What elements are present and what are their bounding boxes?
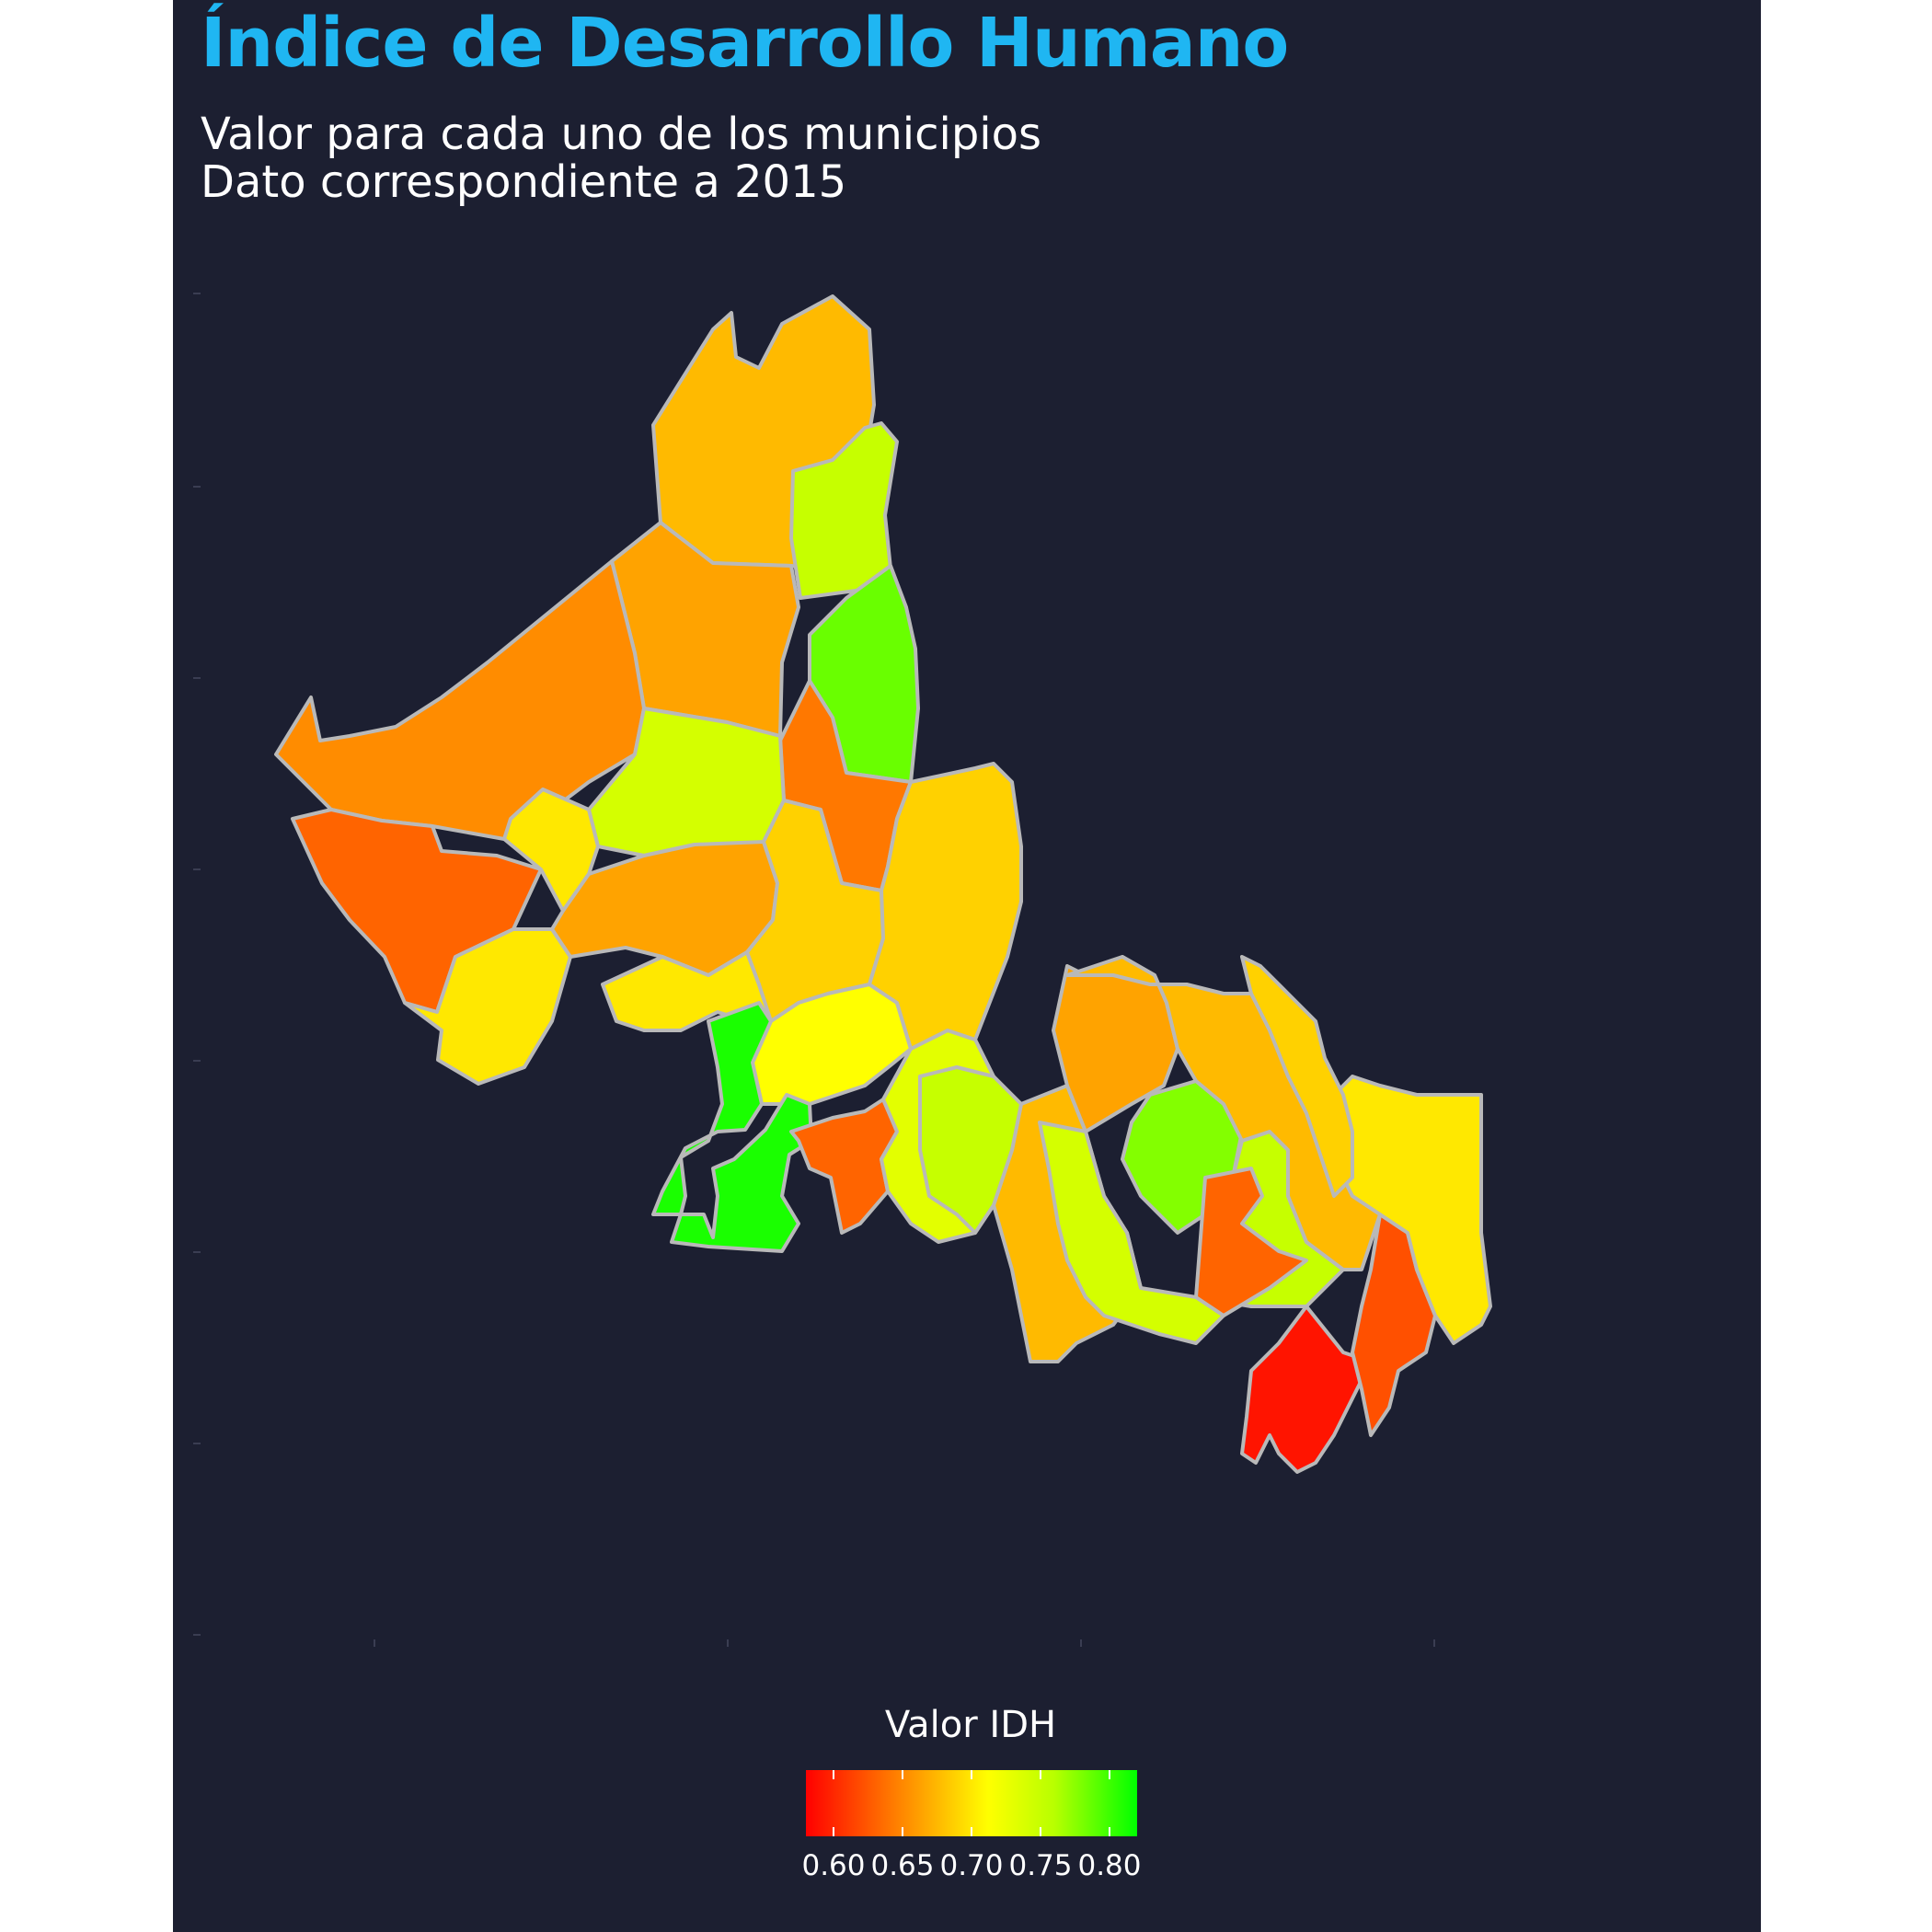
legend-tick (971, 1827, 972, 1836)
chart-subtitle-line-1: Valor para cada uno de los municipios (201, 109, 1041, 160)
legend-tick-label: 0.70 (939, 1849, 1004, 1882)
municipality-region (1240, 955, 1354, 1198)
axis-tick (193, 1634, 201, 1636)
legend-colorbar (806, 1770, 1137, 1836)
axis-tick (193, 486, 201, 488)
municipality-region (1065, 955, 1382, 1271)
axis-tick (193, 1060, 201, 1062)
municipality-region (1240, 1305, 1373, 1474)
municipality-region (651, 1001, 813, 1253)
legend-tick (1040, 1770, 1041, 1779)
legend-tick (1040, 1827, 1041, 1836)
axis-tick (193, 1251, 201, 1253)
municipality-region (918, 1065, 1023, 1235)
municipality-map (274, 294, 1492, 1474)
legend-tick (1109, 1770, 1110, 1779)
municipality-region (868, 762, 1023, 1051)
chart-subtitle-line-2: Dato correspondiente a 2015 (201, 156, 847, 208)
axis-tick (193, 677, 201, 679)
chart-title: Índice de Desarrollo Humano (201, 4, 1289, 83)
municipality-region (789, 421, 899, 600)
legend-tick-label: 0.75 (1008, 1849, 1073, 1882)
legend-tick (833, 1770, 834, 1779)
legend-tick (971, 1770, 972, 1779)
axis-tick (727, 1639, 729, 1647)
municipality-region (1194, 1167, 1308, 1317)
legend-tick (902, 1770, 903, 1779)
legend-tick-label: 0.80 (1077, 1849, 1142, 1882)
legend-title: Valor IDH (884, 1704, 1057, 1746)
legend-tick-label: 0.60 (801, 1849, 866, 1882)
axis-tick (193, 293, 201, 294)
axis-tick (1433, 1639, 1435, 1647)
axis-tick (193, 1443, 201, 1444)
municipality-region (1038, 1121, 1225, 1345)
legend-tick (833, 1827, 834, 1836)
municipality-region (274, 559, 646, 841)
legend-tick-label: 0.65 (870, 1849, 935, 1882)
legend-tick (902, 1827, 903, 1836)
axis-tick (374, 1639, 375, 1647)
legend-tick (1109, 1827, 1110, 1836)
municipality-region (403, 927, 572, 1086)
axis-tick (193, 868, 201, 870)
axis-tick (1080, 1639, 1082, 1647)
